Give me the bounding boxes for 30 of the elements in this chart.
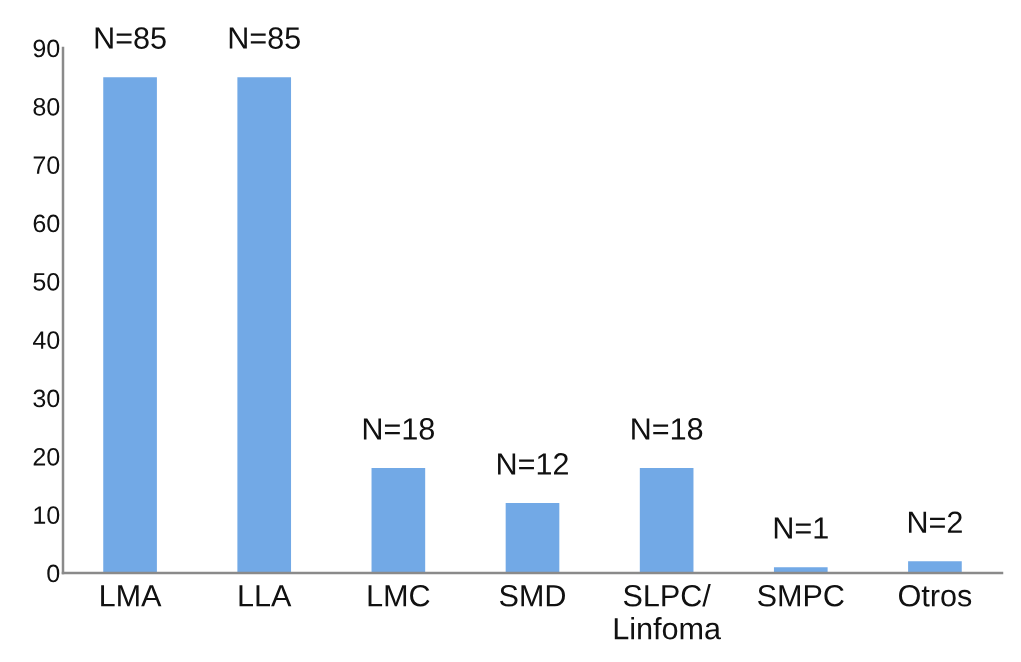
y-tick-label: 40 [32,331,60,349]
data-label: N=85 [229,27,300,49]
data-label: N=2 [908,511,962,533]
y-tick-label: 60 [33,214,60,233]
bar [639,468,694,573]
bar [103,77,157,573]
x-tick-label: LLA [239,585,292,607]
data-label: N=18 [363,418,434,440]
data-label: N=85 [95,27,166,49]
y-tick-label: 90 [33,39,60,58]
x-tick-label: LMC [368,584,430,607]
y-tick-label: 80 [33,97,60,116]
x-tick-label: Otros [899,584,972,607]
bar [237,77,292,573]
y-tick-label: 50 [33,272,60,291]
data-label: N=18 [632,418,703,440]
y-tick-label: 30 [33,389,60,408]
y-tick-label: 70 [33,156,60,174]
bar [908,561,962,573]
y-tick-label: 0 [47,564,60,583]
bar [371,468,426,573]
y-tick-label: 10 [34,506,60,524]
y-tick-label: 20 [33,447,60,466]
data-label: N=12 [498,453,568,475]
bar [505,503,560,573]
data-label: N=1 [774,517,828,539]
x-tick-label: SLPC/ Linfoma [614,584,721,640]
x-tick-label: SMD [499,584,565,607]
x-tick-label: SMPC [758,584,844,607]
x-tick-label: LMA [101,585,162,607]
